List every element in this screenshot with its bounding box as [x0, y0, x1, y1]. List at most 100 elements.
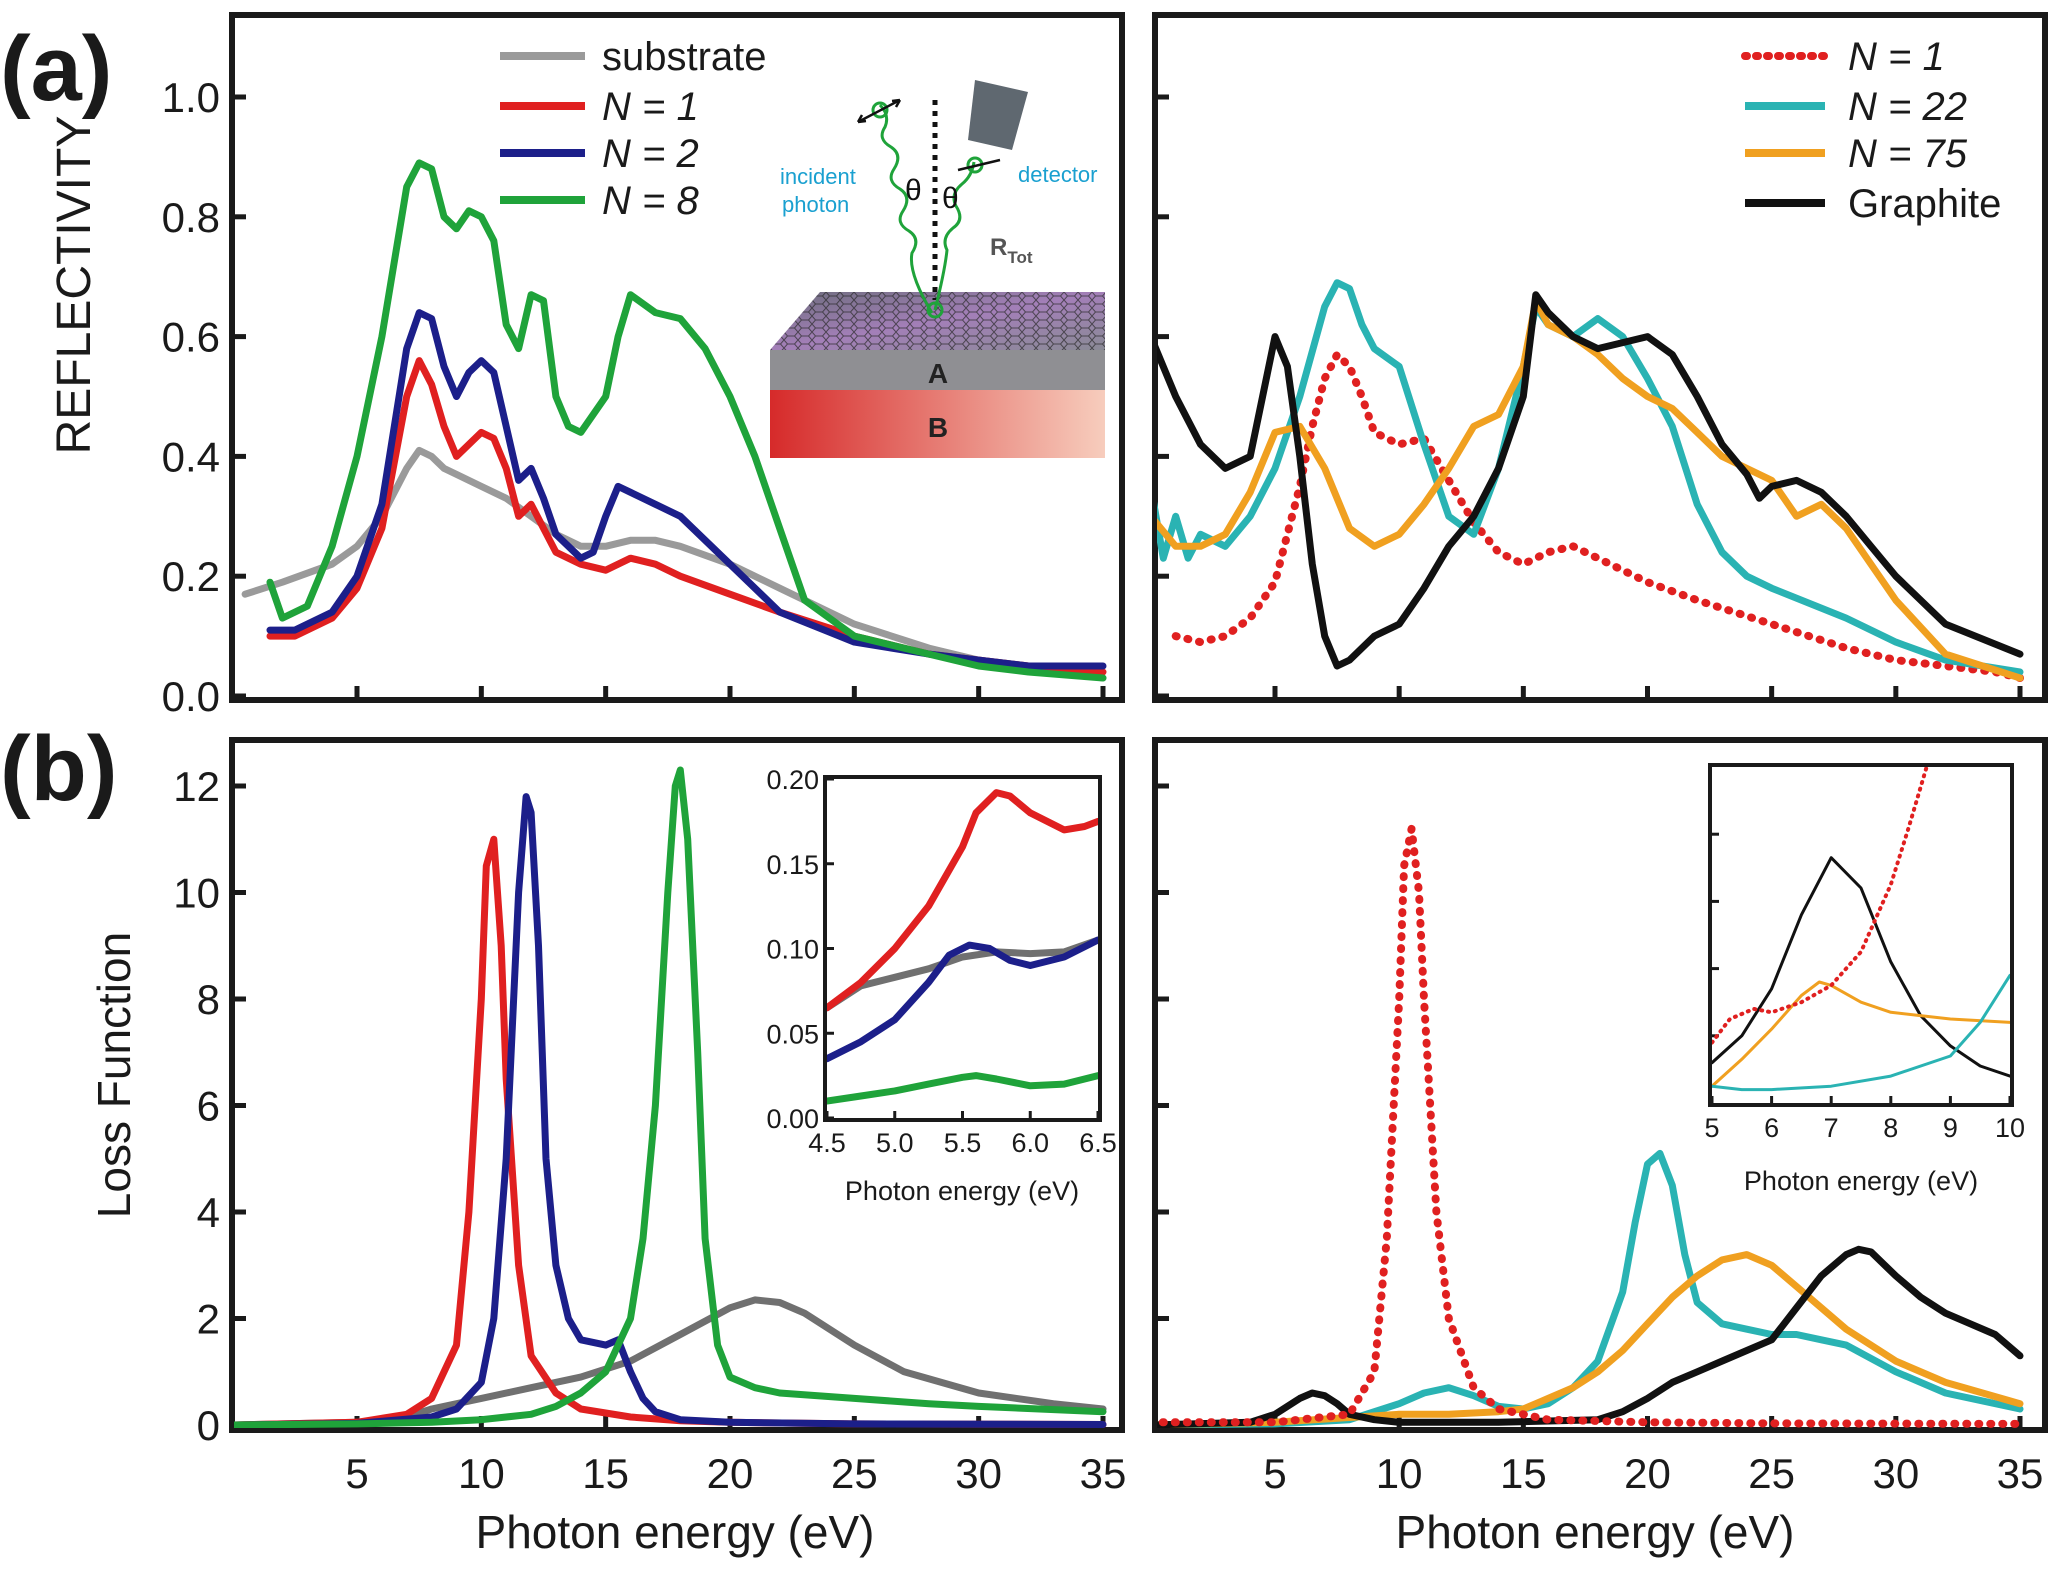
- b-left-ytick-label: 8: [197, 976, 220, 1023]
- b-left-ylabel: Loss Function: [88, 932, 140, 1218]
- r-tot-label: RTot: [990, 234, 1033, 267]
- b-right-xtick-label: 10: [1376, 1450, 1423, 1497]
- panel-label-a: (a): [0, 18, 112, 120]
- b-left-inset-xtick-label: 4.5: [808, 1128, 846, 1158]
- b-right-xtick-label: 5: [1263, 1450, 1286, 1497]
- legend-label-graphite: Graphite: [1848, 182, 2001, 226]
- plot-a-right: [1152, 12, 2048, 703]
- detector-icon: [968, 80, 1028, 150]
- plot-a-left: 0.0 0.2 0.4 0.6 0.8 1.0: [162, 12, 1125, 720]
- r-tot-main: R: [990, 234, 1007, 261]
- b-right-inset-series-n-22: [1712, 973, 2010, 1092]
- b-left-ytick-label: 12: [173, 763, 220, 810]
- a-right-series-n-22: [1157, 279, 2024, 676]
- b-left-xtick-label: 20: [707, 1450, 754, 1497]
- b-left-xtick-label: 25: [831, 1450, 878, 1497]
- legend-label-n1-right: N = 1: [1848, 35, 1945, 79]
- b-left-ytick-label: 6: [197, 1083, 220, 1130]
- b-right-inset-xtick-label: 10: [1995, 1113, 2025, 1143]
- legend-label-n2: N = 2: [602, 132, 699, 176]
- b-left-xtick-label: 10: [458, 1450, 505, 1497]
- legend-a-left: substrate N = 1 N = 2 N = 8: [500, 35, 767, 223]
- a-right-frame: [1152, 12, 2048, 703]
- b-left-inset-ytick-label: 0.00: [766, 1104, 819, 1134]
- polarization-arrow-2-icon: [957, 158, 1001, 172]
- plot-b-left: 5 10 15 20 25 30 35 0 2 4 6 8 10 12 4.5 5.0 5.5 6.0 6.5 0.0…: [173, 737, 1127, 1497]
- b-right-series-n-22: [1157, 1149, 2024, 1428]
- a-left-ylabel: REFLECTIVITY: [48, 116, 101, 455]
- b-left-ytick-label: 2: [197, 1296, 220, 1343]
- b-left-xtick-label: 30: [955, 1450, 1002, 1497]
- b-right-xlabel: Photon energy (eV): [1396, 1506, 1795, 1558]
- panel-label-b: (b): [0, 718, 117, 820]
- a-left-ytick-label: 1.0: [162, 74, 220, 121]
- a-left-frame: [229, 12, 1125, 703]
- b-right-inset-series-n-1: [1712, 767, 1929, 1045]
- a-right-series-n-1: [1171, 350, 2024, 682]
- a-left-series-substrate: [241, 446, 1107, 682]
- a-left-ytick-label: 0.2: [162, 553, 220, 600]
- a-left-series-n-8: [266, 159, 1107, 682]
- reflected-beam: [933, 161, 976, 311]
- incident-photon-label-2: photon: [782, 192, 849, 217]
- b-left-xtick-label: 35: [1080, 1450, 1127, 1497]
- b-right-series-graphite: [1157, 1245, 2024, 1428]
- b-left-ytick-label: 10: [173, 870, 220, 917]
- b-left-inset-ytick-label: 0.10: [766, 935, 819, 965]
- a-left-ytick-label: 0.4: [162, 433, 220, 480]
- detector-label: detector: [1018, 162, 1098, 187]
- layer-a: [770, 350, 1105, 390]
- a-left-ytick-label: 0.6: [162, 314, 220, 361]
- b-right-inset-xtick-label: 8: [1883, 1113, 1898, 1143]
- b-left-series-n-2: [234, 793, 1107, 1428]
- b-right-inset-series-n-75: [1712, 980, 2010, 1088]
- b-right-xtick-label: 15: [1500, 1450, 1547, 1497]
- b-left-chart: 5 10 15 20 25 30 35 0 2 4 6 8 10 12: [173, 737, 1127, 1497]
- reflectivity-diagram: A B θ θ incident photon detector RTot: [770, 80, 1105, 458]
- b-right-inset-frame: [1708, 763, 2014, 1107]
- b-right-inset-chart: 5 6 7 8 9 10: [1704, 763, 2025, 1143]
- theta-right-label: θ: [942, 182, 959, 215]
- layer-a-label: A: [928, 358, 948, 389]
- b-right-frame: [1152, 737, 2048, 1433]
- b-right-inset-xtick-label: 6: [1764, 1113, 1779, 1143]
- a-left-ytick-label: 0.0: [162, 673, 220, 720]
- legend-label-n8: N = 8: [602, 179, 699, 223]
- b-left-series-n-8: [234, 766, 1107, 1428]
- b-right-chart: 5 10 15 20 25 30 35: [1152, 737, 2048, 1497]
- r-tot-sub: Tot: [1007, 248, 1033, 267]
- a-left-chart: 0.0 0.2 0.4 0.6 0.8 1.0: [162, 12, 1125, 720]
- b-left-inset-ytick-label: 0.15: [766, 850, 819, 880]
- impact-point-icon: [926, 301, 944, 319]
- b-left-inset-series-n-2: [827, 936, 1098, 1063]
- a-right-chart: [1152, 12, 2048, 703]
- b-left-inset-series-n-8: [827, 1072, 1098, 1105]
- b-right-xtick-label: 20: [1624, 1450, 1671, 1497]
- b-right-xtick-label: 25: [1748, 1450, 1795, 1497]
- incident-photon-icon: [871, 101, 889, 119]
- b-left-xlabel: Photon energy (eV): [476, 1506, 875, 1558]
- legend-a-right: N = 1 N = 22 N = 75 Graphite: [1741, 35, 2001, 226]
- b-left-frame: [229, 737, 1125, 1433]
- b-left-inset-chart: 4.5 5.0 5.5 6.0 6.5 0.00 0.05 0.10 0.15 0.20: [766, 765, 1116, 1158]
- a-left-ytick-label: 0.8: [162, 194, 220, 241]
- b-right-xtick-label: 35: [1997, 1450, 2044, 1497]
- plot-b-right: 5 10 15 20 25 30 35 5 6 7 8 9 10 Photon energy (eV): [1152, 737, 2048, 1497]
- a-left-series-n-2: [266, 309, 1107, 670]
- legend-label-n1: N = 1: [602, 85, 699, 129]
- b-left-series-substrate: [234, 1296, 1107, 1428]
- b-left-inset-ytick-label: 0.05: [766, 1019, 819, 1049]
- b-left-inset-xtick-label: 6.5: [1079, 1128, 1117, 1158]
- b-left-inset-ytick-label: 0.20: [766, 765, 819, 795]
- layer-b-label: B: [928, 412, 948, 443]
- b-left-xtick-label: 5: [345, 1450, 368, 1497]
- legend-label-n22: N = 22: [1848, 85, 1967, 129]
- b-left-inset-xtick-label: 5.5: [944, 1128, 982, 1158]
- b-left-xtick-label: 15: [582, 1450, 629, 1497]
- b-right-inset-xtick-label: 5: [1704, 1113, 1719, 1143]
- b-right-inset-xlabel: Photon energy (eV): [1744, 1166, 1978, 1196]
- polarization-arrow-icon: [856, 98, 902, 124]
- incident-beam: [878, 103, 934, 314]
- graphene-lattice: [770, 292, 1105, 350]
